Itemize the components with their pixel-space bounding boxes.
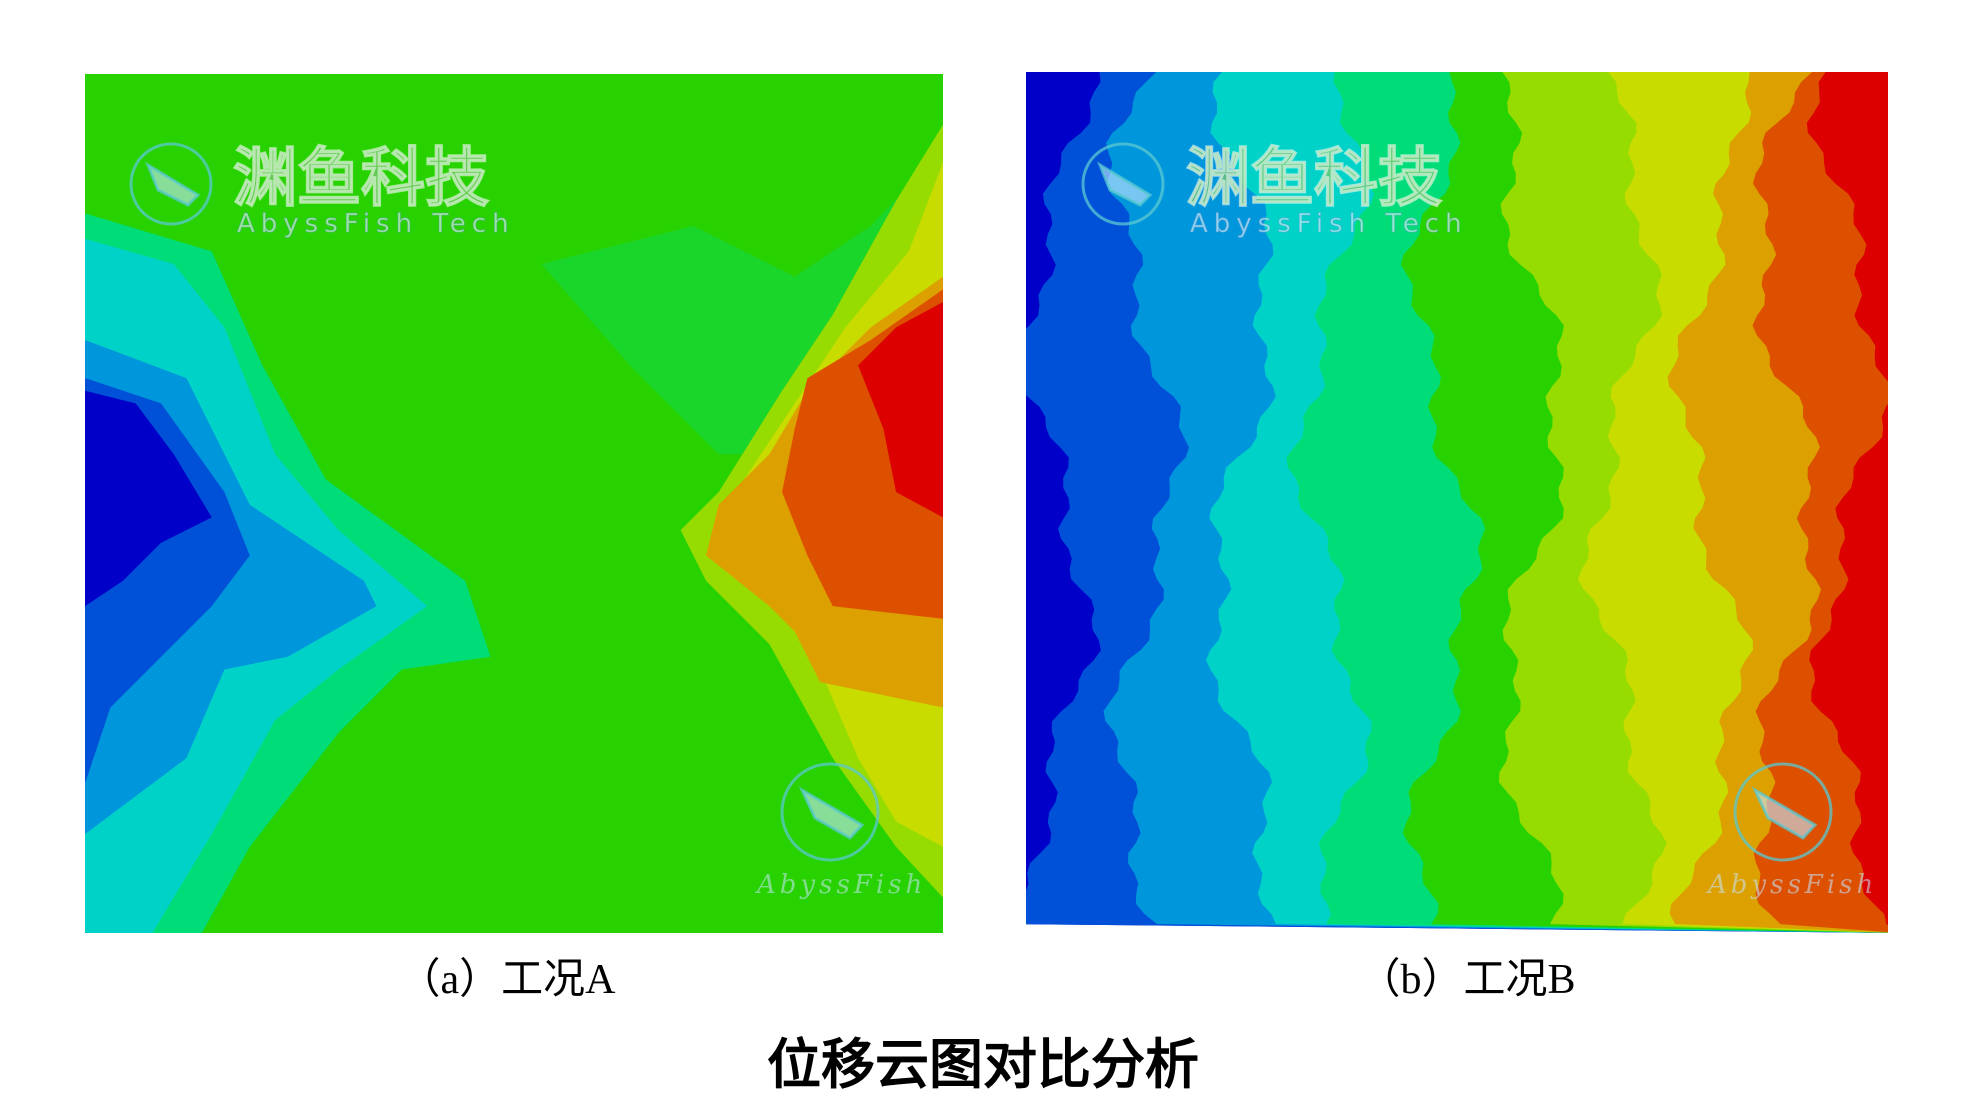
watermark-corner: AbyssFish [755,870,926,900]
contour-region [85,390,212,607]
watermark-subtitle: AbyssFish Tech [1190,209,1468,239]
contour-region [858,302,943,518]
watermark-logo [129,142,880,862]
caption: （a）工况A [399,957,617,1003]
contour-plot-a [85,74,943,933]
figure-title: 位移云图对比分析 [767,1033,1199,1096]
caption: （b）工况B [1358,957,1575,1003]
watermark-title: 渊鱼科技 [233,142,489,216]
watermark-subtitle: AbyssFish Tech [237,209,515,239]
contour-plot-b [1026,72,1888,933]
contour-band [1806,72,1888,926]
watermark-title: 渊鱼科技 [1186,142,1442,216]
watermark-logo [1081,142,1833,862]
watermark-corner: AbyssFish [1706,870,1877,900]
